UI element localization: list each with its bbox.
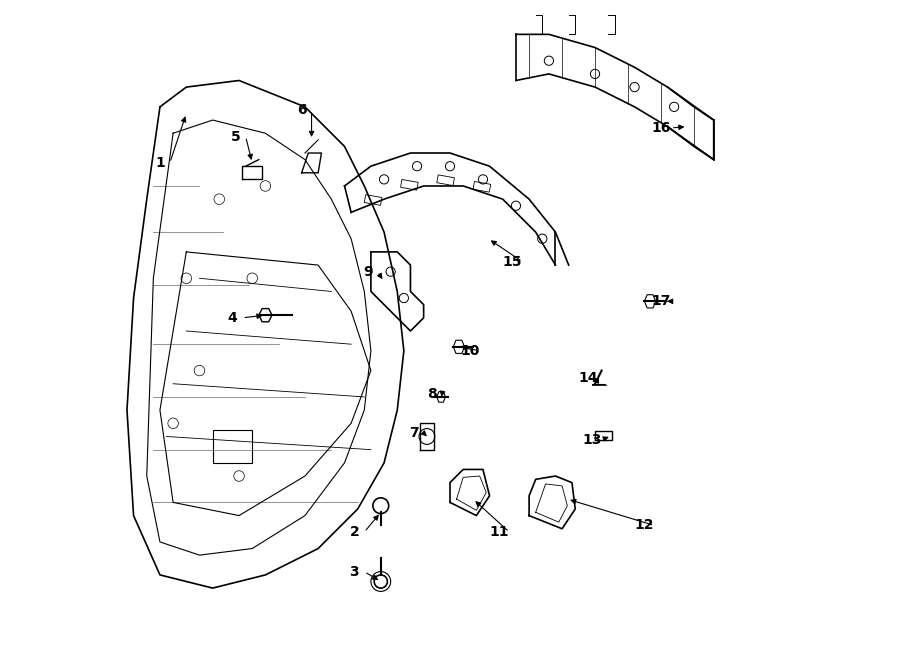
Text: 16: 16 xyxy=(652,121,670,135)
Text: 10: 10 xyxy=(460,344,480,357)
Text: 8: 8 xyxy=(428,387,437,401)
Text: 3: 3 xyxy=(349,565,359,579)
Text: 9: 9 xyxy=(363,265,373,279)
Text: 12: 12 xyxy=(634,518,654,532)
Bar xyxy=(212,430,252,463)
Text: 5: 5 xyxy=(231,130,240,144)
Text: 1: 1 xyxy=(155,156,165,170)
Text: 13: 13 xyxy=(582,433,601,447)
Text: 2: 2 xyxy=(349,525,359,539)
Bar xyxy=(364,195,382,205)
Text: 15: 15 xyxy=(503,255,522,269)
Text: 6: 6 xyxy=(297,103,307,117)
Text: 17: 17 xyxy=(652,295,670,308)
Bar xyxy=(400,179,418,190)
Text: 11: 11 xyxy=(490,525,509,539)
Text: 7: 7 xyxy=(409,426,419,440)
Bar xyxy=(436,175,454,185)
Text: 14: 14 xyxy=(579,371,599,385)
Text: 4: 4 xyxy=(228,311,238,325)
Bar xyxy=(473,181,491,192)
